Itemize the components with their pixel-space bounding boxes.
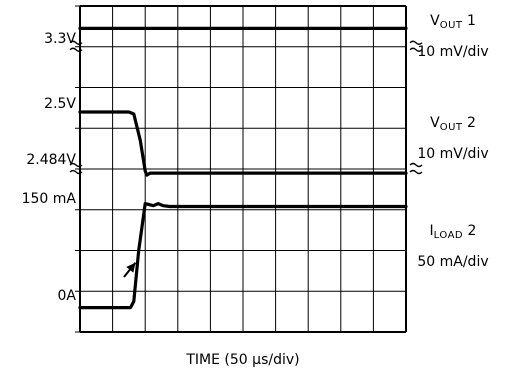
channel-suffix: 2 (463, 223, 477, 239)
channel-scale-vout1: 10 mV/div (417, 44, 489, 60)
grid (75, 5, 407, 333)
channel-label-iload2: ILOAD 2 (398, 223, 508, 244)
trace-line (78, 202, 408, 310)
axis-break-mark (69, 162, 83, 175)
x-axis-label: TIME (50 µs/div) (186, 352, 300, 368)
channel-label-vout2: VOUT 2 (398, 115, 508, 136)
annotation-group (123, 262, 137, 278)
traces (78, 26, 408, 310)
y-label-0a: 0A (57, 288, 76, 304)
channel-sub: OUT (439, 122, 463, 133)
y-label-2v5: 2.5V (44, 96, 76, 112)
channel-scale-iload2: 50 mA/div (417, 254, 489, 270)
channel-suffix: 1 (462, 13, 476, 29)
axis-break-mark (409, 40, 423, 52)
channel-label-vout1: VOUT 1 (398, 13, 508, 34)
channel-suffix: 2 (462, 115, 476, 131)
trace-line (78, 110, 408, 177)
channel-main: V (430, 115, 440, 131)
channel-main: I (429, 223, 434, 239)
channel-scale-vout2: 10 mV/div (417, 146, 489, 162)
annotation-arrow-head (126, 262, 136, 273)
channel-main: V (430, 13, 440, 29)
y-label-2v484: 2.484V (26, 152, 76, 168)
axis-break-mark (69, 40, 83, 52)
break-marks (69, 40, 423, 175)
axis-break-mark (409, 162, 423, 175)
y-label-150ma: 150 mA (21, 191, 76, 207)
channel-sub: OUT (439, 20, 463, 31)
channel-sub: LOAD (433, 230, 464, 241)
y-label-3v3: 3.3V (44, 31, 76, 47)
